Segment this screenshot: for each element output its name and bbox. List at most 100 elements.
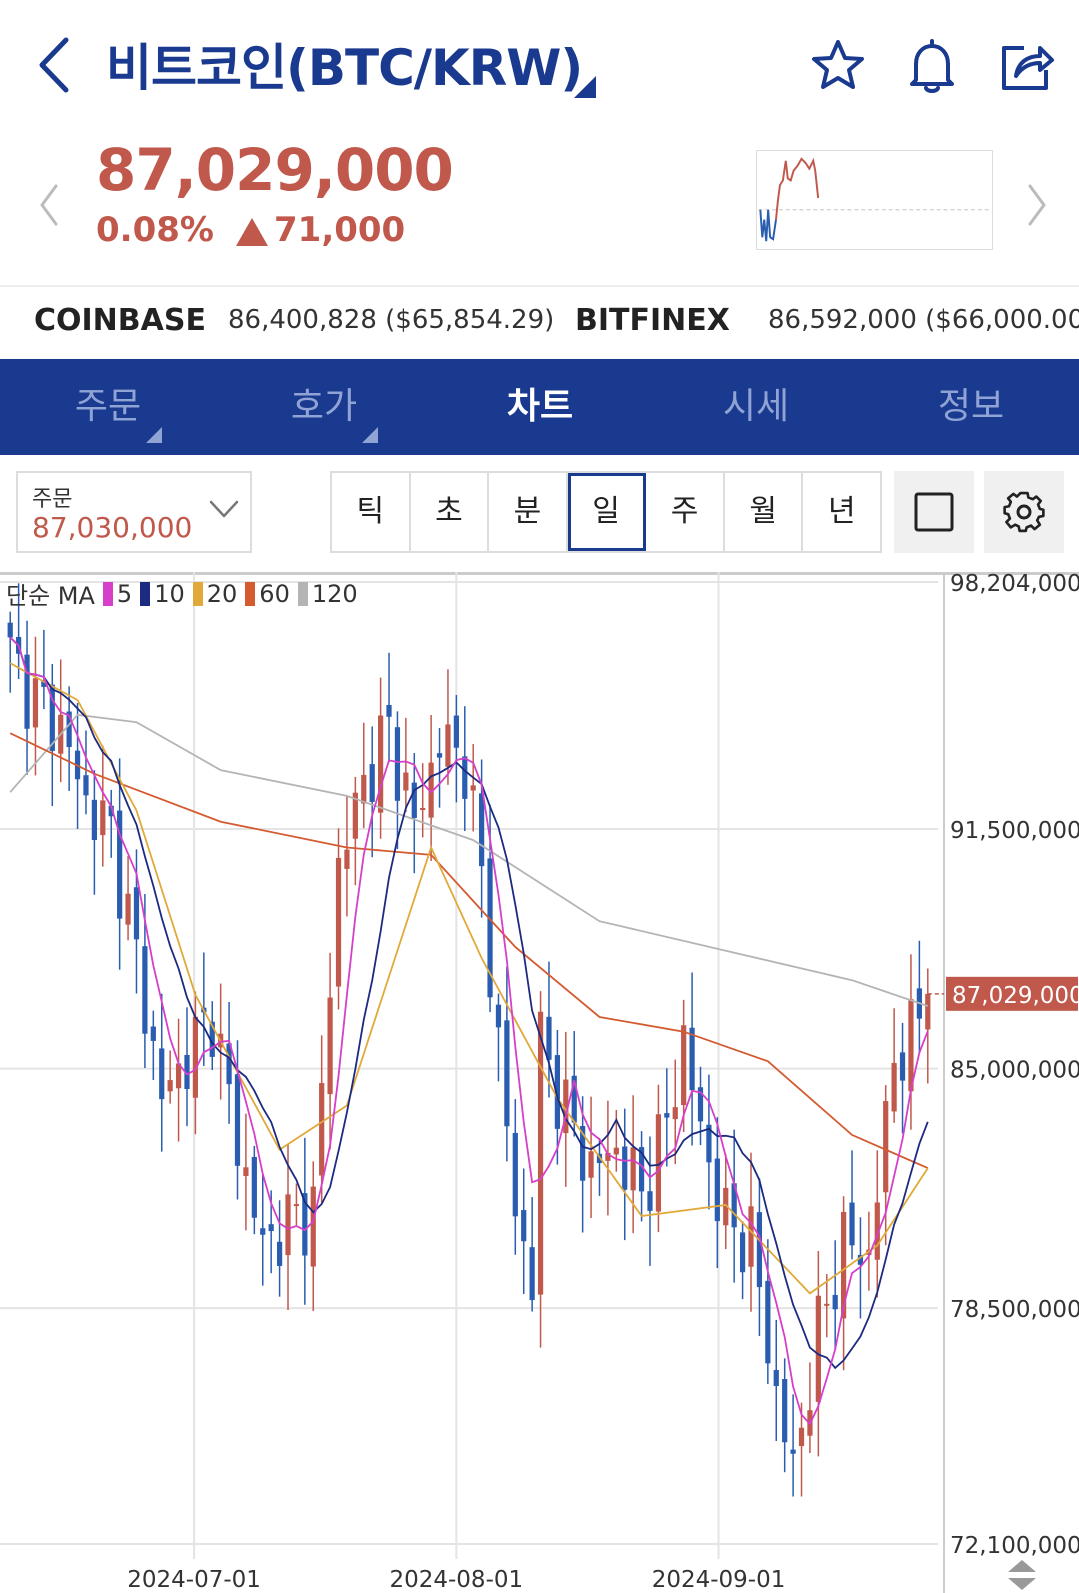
candle-body <box>377 715 384 813</box>
exchange-name-bitfinex: BITFINEX <box>575 303 730 338</box>
candlestick-chart[interactable]: 98,204,000 91,500,000 85,000,000 78,500,000… <box>0 572 1079 1593</box>
candle-body <box>689 1027 695 1091</box>
candle-body <box>226 1043 232 1085</box>
current-price-tag <box>946 976 1078 1011</box>
candle-body <box>529 1247 535 1301</box>
candle-body <box>479 793 485 867</box>
tab-label: 시세 <box>722 386 790 427</box>
change-percent: 0.08% <box>96 210 214 250</box>
candle-body <box>731 1183 737 1228</box>
exchange-value-coinbase: 86,400,828 ($65,854.29) <box>228 305 555 335</box>
tab-market[interactable]: 시세 <box>648 359 864 455</box>
candle-body <box>563 1079 569 1134</box>
bell-icon[interactable] <box>902 36 962 96</box>
mini-price-chart[interactable] <box>756 150 993 250</box>
candle-body <box>403 772 409 791</box>
tab-chart[interactable]: 차트 <box>432 359 648 455</box>
tab-info[interactable]: 정보 <box>863 359 1079 455</box>
chevron-left-icon[interactable] <box>30 30 80 100</box>
candle-body <box>125 893 131 925</box>
candle-body <box>100 800 106 836</box>
fullscreen-button[interactable] <box>894 471 974 553</box>
header: 비트코인(BTC/KRW) <box>0 0 1079 130</box>
candle-body <box>908 999 914 1092</box>
candle-body <box>428 762 434 818</box>
candle-body <box>436 753 443 758</box>
ma10-label: 10 <box>154 579 185 608</box>
candle-body <box>117 810 123 919</box>
candle-body <box>554 1055 561 1129</box>
main-tabs: 주문 호가 차트 시세 정보 <box>0 359 1079 455</box>
candle-body <box>605 1152 611 1161</box>
order-value: 87,030,000 <box>32 511 193 544</box>
order-price-select[interactable]: 주문 87,030,000 <box>16 471 252 553</box>
candle-body <box>487 858 493 998</box>
candle-body <box>571 1075 577 1123</box>
candle-body <box>925 993 931 1030</box>
y-tick-label: 72,100,000 <box>950 1533 1079 1559</box>
exchange-prices: COINBASE 86,400,828 ($65,854.29) BITFINE… <box>0 287 1079 359</box>
candle-body <box>453 715 459 748</box>
period-minute[interactable]: 분 <box>489 473 568 551</box>
ma5-line <box>9 636 929 1426</box>
price-summary: 87,029,000 0.08% 71,000 <box>0 130 1079 285</box>
candle-body <box>588 1151 594 1178</box>
share-icon[interactable] <box>996 36 1056 96</box>
y-tick-label: 98,204,000 <box>950 572 1079 597</box>
candle-body <box>638 1147 645 1192</box>
candle-body <box>504 1020 510 1127</box>
candle-body <box>883 1101 889 1193</box>
ma-legend-label: 단순 MA <box>6 582 95 610</box>
candle-body <box>394 727 401 801</box>
tab-label: 정보 <box>937 386 1005 427</box>
ma60-swatch <box>245 581 256 606</box>
star-icon[interactable] <box>808 36 868 96</box>
candle-body <box>773 1370 779 1387</box>
ma120-swatch <box>297 581 308 606</box>
candle-body <box>32 678 39 728</box>
caret-down-right-icon[interactable] <box>574 76 596 98</box>
candle-body <box>175 1063 182 1089</box>
candle-body <box>849 1202 855 1246</box>
price-chart[interactable]: 98,204,000 91,500,000 85,000,000 78,500,000… <box>0 572 1079 1593</box>
candle-body <box>664 1113 670 1118</box>
period-second[interactable]: 초 <box>411 473 490 551</box>
current-price: 87,029,000 <box>96 136 454 204</box>
candle-body <box>285 1194 291 1256</box>
candle-body <box>495 1004 502 1028</box>
scroll-down-icon <box>1008 1578 1036 1590</box>
period-month[interactable]: 월 <box>725 473 804 551</box>
candle-body <box>293 1204 300 1207</box>
page-title[interactable]: 비트코인(BTC/KRW) <box>106 39 583 97</box>
caret-down-right-icon <box>362 427 378 443</box>
candle-body <box>352 792 358 839</box>
settings-button[interactable] <box>984 471 1064 553</box>
candle-body <box>41 680 47 687</box>
chevron-left-icon[interactable] <box>34 180 64 230</box>
period-tick[interactable]: 틱 <box>332 473 411 551</box>
mini-line-down <box>759 209 777 242</box>
ma120-line <box>9 713 929 1007</box>
candle-body <box>630 1147 636 1191</box>
candle-body <box>344 849 350 869</box>
exchange-value-bitfinex: 86,592,000 ($66,000.00) <box>768 305 1079 335</box>
chevron-right-icon[interactable] <box>1022 180 1052 230</box>
candle-body <box>874 1202 880 1260</box>
candle-body <box>546 1016 552 1060</box>
candle-body <box>613 1147 619 1155</box>
candle-body <box>83 775 89 796</box>
candle-body <box>159 1048 165 1100</box>
candle-body <box>790 1449 796 1454</box>
candle-body <box>420 807 426 810</box>
period-year[interactable]: 년 <box>827 494 856 529</box>
ma10-line <box>9 636 929 1370</box>
tab-orderbook[interactable]: 호가 <box>216 359 432 455</box>
period-day[interactable]: 일 <box>567 473 647 551</box>
period-week[interactable]: 주 <box>646 473 725 551</box>
candle-body <box>622 1146 628 1190</box>
candle-body <box>840 1211 847 1319</box>
tab-label: 주문 <box>74 386 142 427</box>
candle-body <box>512 1132 518 1217</box>
candle-body <box>133 887 140 940</box>
tab-order[interactable]: 주문 <box>0 359 216 455</box>
